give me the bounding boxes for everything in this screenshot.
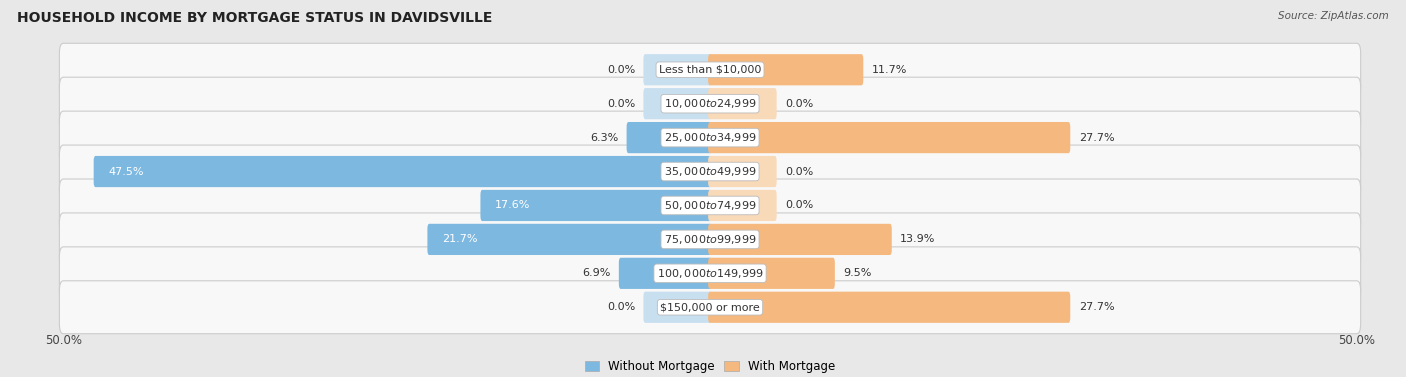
FancyBboxPatch shape [59, 43, 1361, 96]
Text: 0.0%: 0.0% [785, 201, 813, 210]
FancyBboxPatch shape [59, 145, 1361, 198]
Text: HOUSEHOLD INCOME BY MORTGAGE STATUS IN DAVIDSVILLE: HOUSEHOLD INCOME BY MORTGAGE STATUS IN D… [17, 11, 492, 25]
FancyBboxPatch shape [59, 77, 1361, 130]
FancyBboxPatch shape [709, 54, 863, 85]
Text: $150,000 or more: $150,000 or more [661, 302, 759, 312]
Text: 47.5%: 47.5% [108, 167, 143, 176]
Text: 0.0%: 0.0% [607, 65, 636, 75]
FancyBboxPatch shape [59, 179, 1361, 232]
Text: $50,000 to $74,999: $50,000 to $74,999 [664, 199, 756, 212]
Text: 21.7%: 21.7% [443, 234, 478, 244]
FancyBboxPatch shape [59, 247, 1361, 300]
Text: 9.5%: 9.5% [844, 268, 872, 278]
FancyBboxPatch shape [709, 224, 891, 255]
FancyBboxPatch shape [619, 258, 711, 289]
FancyBboxPatch shape [94, 156, 711, 187]
FancyBboxPatch shape [644, 292, 711, 323]
Text: 0.0%: 0.0% [607, 99, 636, 109]
Text: 0.0%: 0.0% [607, 302, 636, 312]
Text: 6.3%: 6.3% [591, 133, 619, 143]
Text: $35,000 to $49,999: $35,000 to $49,999 [664, 165, 756, 178]
FancyBboxPatch shape [59, 281, 1361, 334]
Text: 0.0%: 0.0% [785, 99, 813, 109]
FancyBboxPatch shape [627, 122, 711, 153]
FancyBboxPatch shape [709, 122, 1070, 153]
FancyBboxPatch shape [59, 111, 1361, 164]
FancyBboxPatch shape [709, 156, 776, 187]
FancyBboxPatch shape [709, 190, 776, 221]
Text: 27.7%: 27.7% [1078, 133, 1115, 143]
Text: $100,000 to $149,999: $100,000 to $149,999 [657, 267, 763, 280]
FancyBboxPatch shape [709, 292, 1070, 323]
FancyBboxPatch shape [709, 258, 835, 289]
FancyBboxPatch shape [644, 88, 711, 119]
Text: $25,000 to $34,999: $25,000 to $34,999 [664, 131, 756, 144]
FancyBboxPatch shape [709, 88, 776, 119]
Text: 6.9%: 6.9% [582, 268, 610, 278]
FancyBboxPatch shape [59, 213, 1361, 266]
Text: $10,000 to $24,999: $10,000 to $24,999 [664, 97, 756, 110]
Text: 11.7%: 11.7% [872, 65, 907, 75]
Text: 0.0%: 0.0% [785, 167, 813, 176]
Text: Less than $10,000: Less than $10,000 [659, 65, 761, 75]
FancyBboxPatch shape [481, 190, 711, 221]
FancyBboxPatch shape [427, 224, 711, 255]
Text: $75,000 to $99,999: $75,000 to $99,999 [664, 233, 756, 246]
Legend: Without Mortgage, With Mortgage: Without Mortgage, With Mortgage [581, 356, 839, 377]
Text: 13.9%: 13.9% [900, 234, 935, 244]
Text: 17.6%: 17.6% [495, 201, 530, 210]
Text: 27.7%: 27.7% [1078, 302, 1115, 312]
FancyBboxPatch shape [644, 54, 711, 85]
Text: Source: ZipAtlas.com: Source: ZipAtlas.com [1278, 11, 1389, 21]
